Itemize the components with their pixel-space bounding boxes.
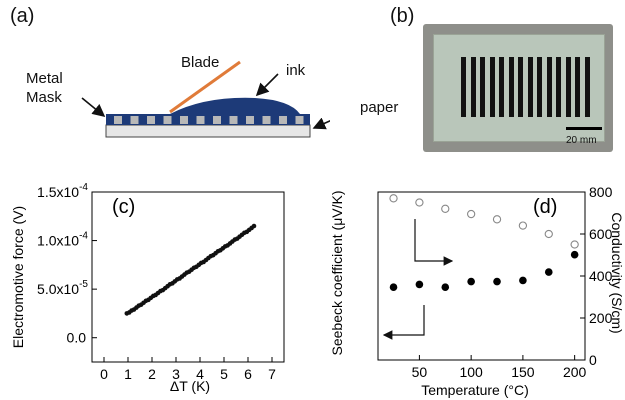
mask-segment — [196, 116, 205, 124]
y-tick-label: 0.0 — [67, 330, 87, 346]
metal-mask — [106, 114, 310, 125]
x-tick-label: 7 — [268, 366, 276, 382]
y-tick-label: 5.0x10-5 — [37, 279, 88, 297]
seebeck-data-point — [389, 283, 398, 291]
ink-arrow — [255, 73, 279, 97]
x-tick-label: 100 — [459, 364, 483, 380]
y-axis-label: Electromotive force (V) — [10, 206, 26, 348]
mask-segment — [246, 116, 254, 124]
seebeck-data-point — [544, 268, 553, 276]
seebeck-data-point — [570, 250, 579, 259]
y-tick-exponent: -4 — [79, 231, 88, 242]
y2-tick-label: 400 — [589, 268, 613, 284]
seebeck-data-point — [467, 277, 475, 286]
ink-label: ink — [286, 62, 306, 79]
printed-stripe — [489, 57, 495, 117]
mask-segment — [180, 116, 188, 124]
emf-data-point — [251, 223, 257, 229]
blade — [169, 60, 241, 114]
conductivity-data-point — [389, 194, 398, 203]
seebeck-axis-arrow — [382, 305, 425, 340]
x-axis-label: ΔT (K) — [170, 378, 210, 394]
blade-coating-schematic — [81, 60, 330, 138]
chart-emf-vs-delta-t: 0 1 2 3 4 5 6 70.05.0x10-51.0x10-41.5x10-4 (c) … — [10, 182, 285, 394]
scale-bar — [566, 127, 602, 130]
conductivity-data-point — [466, 209, 476, 219]
blade-label: Blade — [181, 54, 220, 71]
printed-stripe — [527, 57, 533, 117]
x-tick-label: 3 — [172, 366, 180, 382]
printed-stripe — [470, 57, 476, 117]
y-tick-label: 1.0x10-4 — [37, 231, 88, 249]
ink-blob — [170, 97, 300, 114]
panel-label-a: (a) — [10, 5, 35, 27]
paper-arrow — [312, 117, 330, 130]
mask-segment — [163, 116, 172, 124]
panel-label-b: (b) — [390, 5, 415, 27]
printed-stripe — [480, 57, 485, 117]
conductivity-data-point — [492, 215, 502, 224]
x-tick-label: 150 — [511, 364, 535, 380]
metal-mask-segments — [114, 116, 304, 124]
printed-stripe — [461, 57, 466, 117]
printed-stripe — [499, 57, 504, 117]
conductivity-data-point — [544, 229, 553, 239]
x-tick-label: 50 — [412, 364, 428, 380]
plot-frame — [91, 191, 285, 363]
printed-stripe — [584, 57, 590, 117]
scale-bar-label: 20 mm — [566, 135, 597, 146]
y2-tick-label: 800 — [589, 184, 613, 200]
x-tick-label: 2 — [148, 366, 156, 382]
mask-label: Mask — [26, 89, 62, 106]
conductivity-data-point — [518, 221, 528, 230]
mask-segment — [262, 116, 271, 124]
y2-axis-label: Conductivity (S/cm) — [609, 212, 625, 333]
conductivity-data-point — [570, 240, 579, 249]
y-axis-label: Seebeck coefficient (μV/K) — [329, 191, 345, 356]
printed-stripe — [565, 57, 571, 117]
paper-label: paper — [360, 99, 399, 116]
panel-label-d: (d) — [533, 196, 557, 218]
y-tick-exponent: -4 — [79, 182, 88, 193]
printed-stripe — [556, 57, 561, 117]
mask-arrow — [81, 97, 106, 118]
printed-stripe — [537, 57, 542, 117]
panel-label-c: (c) — [112, 196, 135, 218]
y2-tick-label: 0 — [589, 352, 597, 368]
mask-segment — [213, 116, 221, 124]
conductivity-data-point — [441, 204, 450, 213]
x-tick-label: 6 — [244, 366, 252, 382]
printed-stripe — [546, 57, 552, 117]
y2-tick-label: 200 — [589, 310, 613, 326]
conductivity-axis-arrow — [414, 219, 454, 266]
x-tick-label: 4 — [196, 366, 204, 382]
seebeck-data-point — [493, 277, 501, 286]
printed-stripe — [518, 57, 523, 117]
y2-tick-label: 600 — [589, 226, 613, 242]
mask-segment — [147, 116, 155, 124]
x-tick-label: 200 — [563, 364, 587, 380]
x-tick-label: 5 — [220, 366, 228, 382]
mask-segment — [229, 116, 238, 124]
x-axis-label: Temperature (°C) — [421, 382, 529, 398]
seebeck-data-point — [519, 276, 527, 285]
mask-segment — [130, 116, 139, 124]
x-tick-label: 0 — [100, 366, 108, 382]
seebeck-data-point — [441, 283, 450, 291]
y-tick-label: 1.5x10-4 — [37, 182, 88, 200]
printed-paper-sheet: 20 mm — [433, 34, 605, 146]
mask-segment — [295, 116, 304, 124]
conductivity-data-point — [415, 198, 424, 207]
seebeck-data-point — [415, 280, 424, 289]
mask-segment — [114, 116, 122, 124]
x-tick-label: 1 — [124, 366, 132, 382]
paper-substrate — [105, 124, 311, 138]
printed-stripe — [575, 57, 580, 117]
printed-stripe — [508, 57, 514, 117]
metal-label: Metal — [26, 70, 63, 87]
printed-paper-photo: 20 mm — [423, 24, 613, 152]
mask-segment — [279, 116, 287, 124]
y-tick-exponent: -5 — [79, 279, 88, 290]
